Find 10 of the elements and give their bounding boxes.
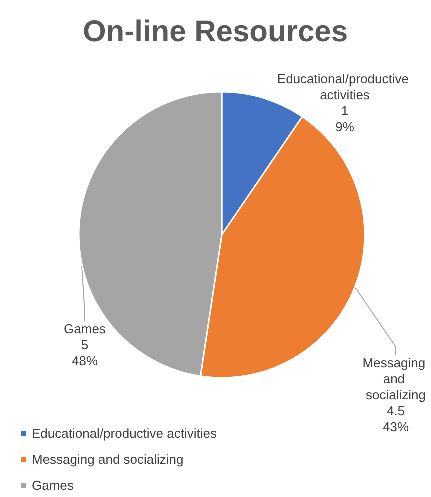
- legend-label: Messaging and socializing: [32, 452, 184, 467]
- legend-label: Educational/productive activities: [32, 426, 218, 441]
- slice-label: Educational/productive activities: [277, 72, 413, 102]
- chart-title: On-line Resources: [82, 16, 348, 48]
- slice-label: Messaging and socializing: [362, 356, 430, 402]
- data-label: 1 9%: [336, 104, 355, 134]
- legend-label: Games: [32, 478, 74, 493]
- slice-label: Games: [64, 322, 106, 336]
- data-label: 5 48%: [72, 338, 98, 368]
- data-label: 4.5 43%: [382, 404, 410, 434]
